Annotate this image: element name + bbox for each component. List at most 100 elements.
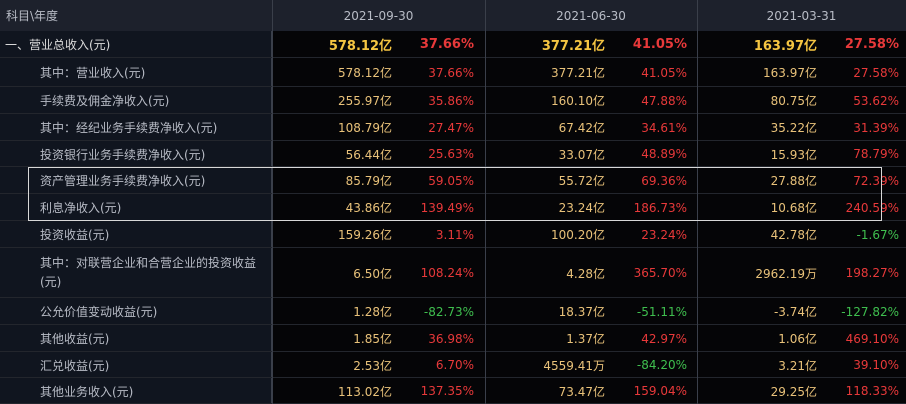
change-pct: 198.27% <box>845 266 899 280</box>
amount: 377.21亿 <box>541 39 605 54</box>
amount: 160.10亿 <box>551 94 605 108</box>
change-pct: 72.39% <box>853 173 899 188</box>
change-pct: 240.59% <box>845 200 899 215</box>
amount: 163.97亿 <box>763 66 817 80</box>
amount: 43.86亿 <box>345 201 392 215</box>
period-header: 2021-09-30 <box>343 8 414 23</box>
amount: 4559.41万 <box>543 358 605 373</box>
column-divider <box>697 0 698 404</box>
period-header: 2021-03-31 <box>766 8 837 23</box>
change-pct: 39.10% <box>853 358 899 372</box>
row-label-bg <box>0 114 272 141</box>
row-label: 汇兑收益(元) <box>40 358 110 373</box>
change-pct: 137.35% <box>420 384 474 398</box>
amount: 23.24亿 <box>558 201 605 215</box>
amount: 15.93亿 <box>770 147 817 162</box>
change-pct: 3.11% <box>435 227 474 242</box>
row-label: 其他业务收入(元) <box>40 384 134 399</box>
change-pct: 36.98% <box>428 331 474 346</box>
change-pct: 27.58% <box>844 37 899 52</box>
amount: 159.26亿 <box>338 228 392 242</box>
row-label: 其他收益(元) <box>40 332 110 346</box>
amount: 2962.19万 <box>755 266 817 281</box>
change-pct: -84.20% <box>636 358 687 372</box>
row-label: 其中：经纪业务手续费净收入(元) <box>40 121 218 135</box>
period-header: 2021-06-30 <box>556 8 626 23</box>
row-label-bg <box>0 378 272 404</box>
row-label: 资产管理业务手续费净收入(元) <box>40 174 206 188</box>
row-divider <box>0 247 906 248</box>
amount: 108.79亿 <box>338 121 392 135</box>
amount: 1.28亿 <box>353 305 392 319</box>
header-label: 科目\年度 <box>6 9 59 23</box>
row-divider <box>0 57 906 58</box>
row-divider <box>0 166 906 167</box>
change-pct: 27.58% <box>853 65 899 80</box>
change-pct: -51.11% <box>636 304 687 319</box>
row-divider <box>0 86 906 87</box>
amount: 10.68亿 <box>770 201 817 215</box>
amount: 56.44亿 <box>345 147 392 162</box>
amount: 6.50亿 <box>353 266 392 281</box>
row-label-bg <box>0 298 272 325</box>
change-pct: 42.97% <box>641 331 687 346</box>
amount: 27.88亿 <box>770 174 817 188</box>
amount: 42.78亿 <box>770 228 817 242</box>
row-label-bg <box>0 221 272 248</box>
amount: 377.21亿 <box>551 66 605 80</box>
amount: 29.25亿 <box>770 384 817 399</box>
column-divider <box>272 0 273 404</box>
change-pct: 35.86% <box>428 93 474 108</box>
row-label: 一、营业总收入(元) <box>5 38 111 52</box>
header-bg <box>0 0 906 31</box>
change-pct: -82.73% <box>423 304 474 319</box>
change-pct: 365.70% <box>633 266 687 280</box>
amount: 80.75亿 <box>770 94 817 108</box>
amount: 4.28亿 <box>566 266 605 281</box>
change-pct: 31.39% <box>853 120 899 135</box>
change-pct: 41.05% <box>641 65 687 80</box>
amount: 3.21亿 <box>778 358 817 373</box>
row-label-bg <box>0 58 272 87</box>
amount: 2.53亿 <box>353 358 392 373</box>
change-pct: 53.62% <box>853 93 899 108</box>
change-pct: 108.24% <box>420 266 474 280</box>
amount: 33.07亿 <box>558 147 605 162</box>
change-pct: 37.66% <box>428 65 474 80</box>
amount: 1.06亿 <box>778 332 817 346</box>
change-pct: 23.24% <box>641 227 687 242</box>
change-pct: -127.82% <box>841 304 899 319</box>
amount: 55.72亿 <box>558 174 605 188</box>
row-label: 投资银行业务手续费净收入(元) <box>40 147 206 162</box>
row-label-bg <box>0 167 272 194</box>
row-label: 利息净收入(元) <box>40 201 122 215</box>
amount: 1.85亿 <box>353 332 392 346</box>
column-divider <box>485 0 486 404</box>
change-pct: 78.79% <box>853 147 899 161</box>
amount: 163.97亿 <box>753 39 817 54</box>
row-label-bg <box>0 87 272 114</box>
row-label: 公允价值变动收益(元) <box>40 305 158 319</box>
row-divider <box>0 377 906 378</box>
row-divider <box>0 351 906 352</box>
change-pct: 47.88% <box>641 93 687 108</box>
amount: 67.42亿 <box>558 121 605 135</box>
change-pct: 469.10% <box>845 331 899 346</box>
row-label: 其中：营业收入(元) <box>40 66 146 80</box>
change-pct: 139.49% <box>420 200 474 215</box>
change-pct: 159.04% <box>633 384 687 398</box>
row-label-bg <box>0 31 272 58</box>
amount: 18.37亿 <box>558 305 605 319</box>
change-pct: 37.66% <box>419 37 474 52</box>
amount: 113.02亿 <box>338 384 392 399</box>
change-pct: 34.61% <box>641 120 687 135</box>
change-pct: 59.05% <box>428 173 474 188</box>
change-pct: 186.73% <box>633 200 687 215</box>
amount: 100.20亿 <box>551 228 605 242</box>
change-pct: 27.47% <box>428 120 474 135</box>
row-label: 投资收益(元) <box>40 228 110 242</box>
amount: 35.22亿 <box>770 121 817 135</box>
row-divider <box>0 297 906 298</box>
change-pct: 118.33% <box>845 384 899 398</box>
